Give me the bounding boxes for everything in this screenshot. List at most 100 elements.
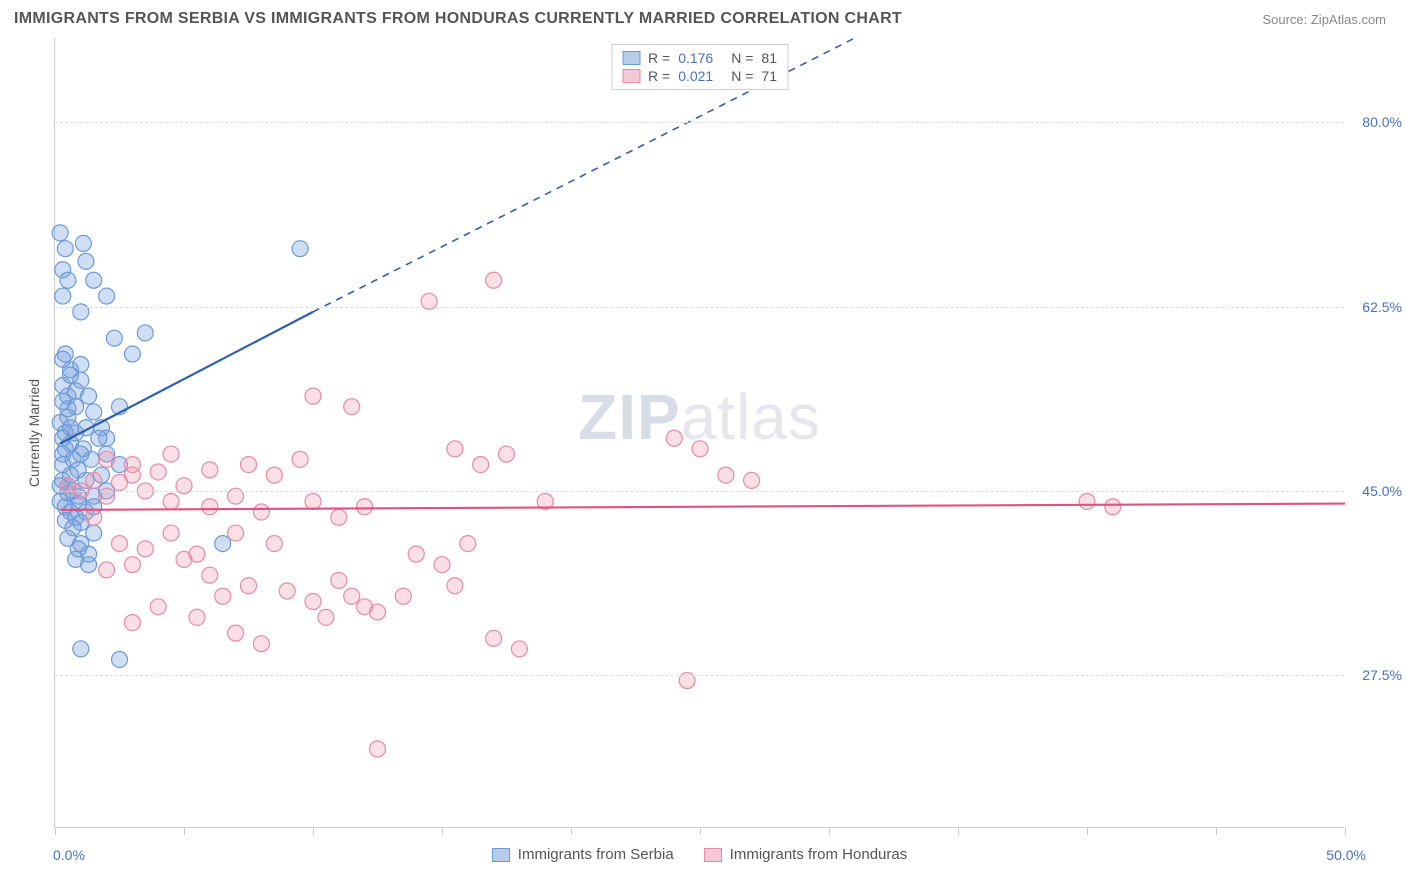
scatter-point (176, 551, 192, 567)
scatter-point (81, 557, 97, 573)
swatch-honduras (704, 848, 722, 862)
x-tick (184, 827, 185, 835)
scatter-point (57, 241, 73, 257)
grid-line (55, 122, 1344, 123)
scatter-point (55, 351, 71, 367)
scatter-point (266, 467, 282, 483)
scatter-point (112, 651, 128, 667)
swatch-honduras (622, 69, 640, 83)
scatter-point (124, 615, 140, 631)
scatter-point (137, 541, 153, 557)
scatter-point (86, 525, 102, 541)
n-value-honduras: 71 (761, 68, 777, 84)
x-tick (1345, 827, 1346, 835)
scatter-point (395, 588, 411, 604)
scatter-point (434, 557, 450, 573)
legend-label-honduras: Immigrants from Honduras (730, 846, 908, 863)
legend-row-serbia: R = 0.176 N = 81 (622, 49, 777, 67)
scatter-point (1079, 493, 1095, 509)
chart-container: Currently Married ZIPatlas R = 0.176 N =… (14, 38, 1392, 878)
scatter-point (163, 446, 179, 462)
scatter-point (68, 383, 84, 399)
scatter-point (106, 330, 122, 346)
scatter-point (344, 588, 360, 604)
scatter-point (57, 441, 73, 457)
legend-row-honduras: R = 0.021 N = 71 (622, 67, 777, 85)
grid-line (55, 491, 1344, 492)
scatter-point (73, 641, 89, 657)
scatter-point (99, 562, 115, 578)
scatter-point (86, 472, 102, 488)
scatter-point (692, 441, 708, 457)
scatter-point (60, 272, 76, 288)
scatter-point (331, 509, 347, 525)
legend-item-honduras: Immigrants from Honduras (704, 846, 908, 863)
trend-line (60, 504, 1345, 510)
scatter-point (86, 404, 102, 420)
n-label: N = (731, 68, 753, 84)
grid-line (55, 675, 1344, 676)
scatter-point (357, 499, 373, 515)
legend-label-serbia: Immigrants from Serbia (518, 846, 674, 863)
series-legend: Immigrants from Serbia Immigrants from H… (55, 846, 1344, 863)
scatter-point (499, 446, 515, 462)
scatter-point (305, 388, 321, 404)
scatter-point (60, 401, 76, 417)
scatter-point (511, 641, 527, 657)
legend-item-serbia: Immigrants from Serbia (492, 846, 674, 863)
r-value-honduras: 0.021 (678, 68, 713, 84)
scatter-point (370, 741, 386, 757)
correlation-legend: R = 0.176 N = 81 R = 0.021 N = 71 (611, 44, 788, 90)
trend-line (60, 312, 313, 444)
x-tick (829, 827, 830, 835)
x-tick (958, 827, 959, 835)
scatter-point (189, 609, 205, 625)
scatter-point (460, 536, 476, 552)
x-tick (1216, 827, 1217, 835)
source-attribution: Source: ZipAtlas.com (1262, 12, 1386, 27)
scatter-point (473, 457, 489, 473)
scatter-point (318, 609, 334, 625)
scatter-point (253, 504, 269, 520)
scatter-point (370, 604, 386, 620)
scatter-point (86, 272, 102, 288)
scatter-point (150, 464, 166, 480)
scatter-point (70, 541, 86, 557)
chart-title: IMMIGRANTS FROM SERBIA VS IMMIGRANTS FRO… (14, 10, 902, 28)
scatter-point (202, 567, 218, 583)
swatch-serbia (622, 51, 640, 65)
scatter-point (112, 536, 128, 552)
scatter-point (78, 253, 94, 269)
scatter-point (52, 225, 68, 241)
scatter-point (202, 499, 218, 515)
scatter-point (241, 578, 257, 594)
scatter-point (124, 346, 140, 362)
y-tick-label: 62.5% (1352, 299, 1402, 315)
plot-area: ZIPatlas R = 0.176 N = 81 R = 0.021 N = … (54, 38, 1344, 828)
scatter-point (62, 367, 78, 383)
scatter-point (99, 288, 115, 304)
scatter-point (228, 525, 244, 541)
scatter-point (163, 493, 179, 509)
scatter-point (331, 572, 347, 588)
r-label: R = (648, 68, 670, 84)
scatter-point (55, 288, 71, 304)
grid-line (55, 307, 1344, 308)
y-tick-label: 27.5% (1352, 667, 1402, 683)
x-axis-max-label: 50.0% (1326, 847, 1366, 863)
y-axis-title: Currently Married (26, 379, 42, 487)
scatter-point (163, 525, 179, 541)
scatter-point (215, 588, 231, 604)
y-tick-label: 80.0% (1352, 114, 1402, 130)
x-tick (55, 827, 56, 835)
scatter-point (292, 241, 308, 257)
x-tick (571, 827, 572, 835)
y-tick-label: 45.0% (1352, 483, 1402, 499)
scatter-point (73, 446, 89, 462)
x-axis-min-label: 0.0% (53, 847, 85, 863)
scatter-point (91, 430, 107, 446)
scatter-point (279, 583, 295, 599)
n-value-serbia: 81 (761, 50, 777, 66)
scatter-point (305, 493, 321, 509)
scatter-point (447, 578, 463, 594)
